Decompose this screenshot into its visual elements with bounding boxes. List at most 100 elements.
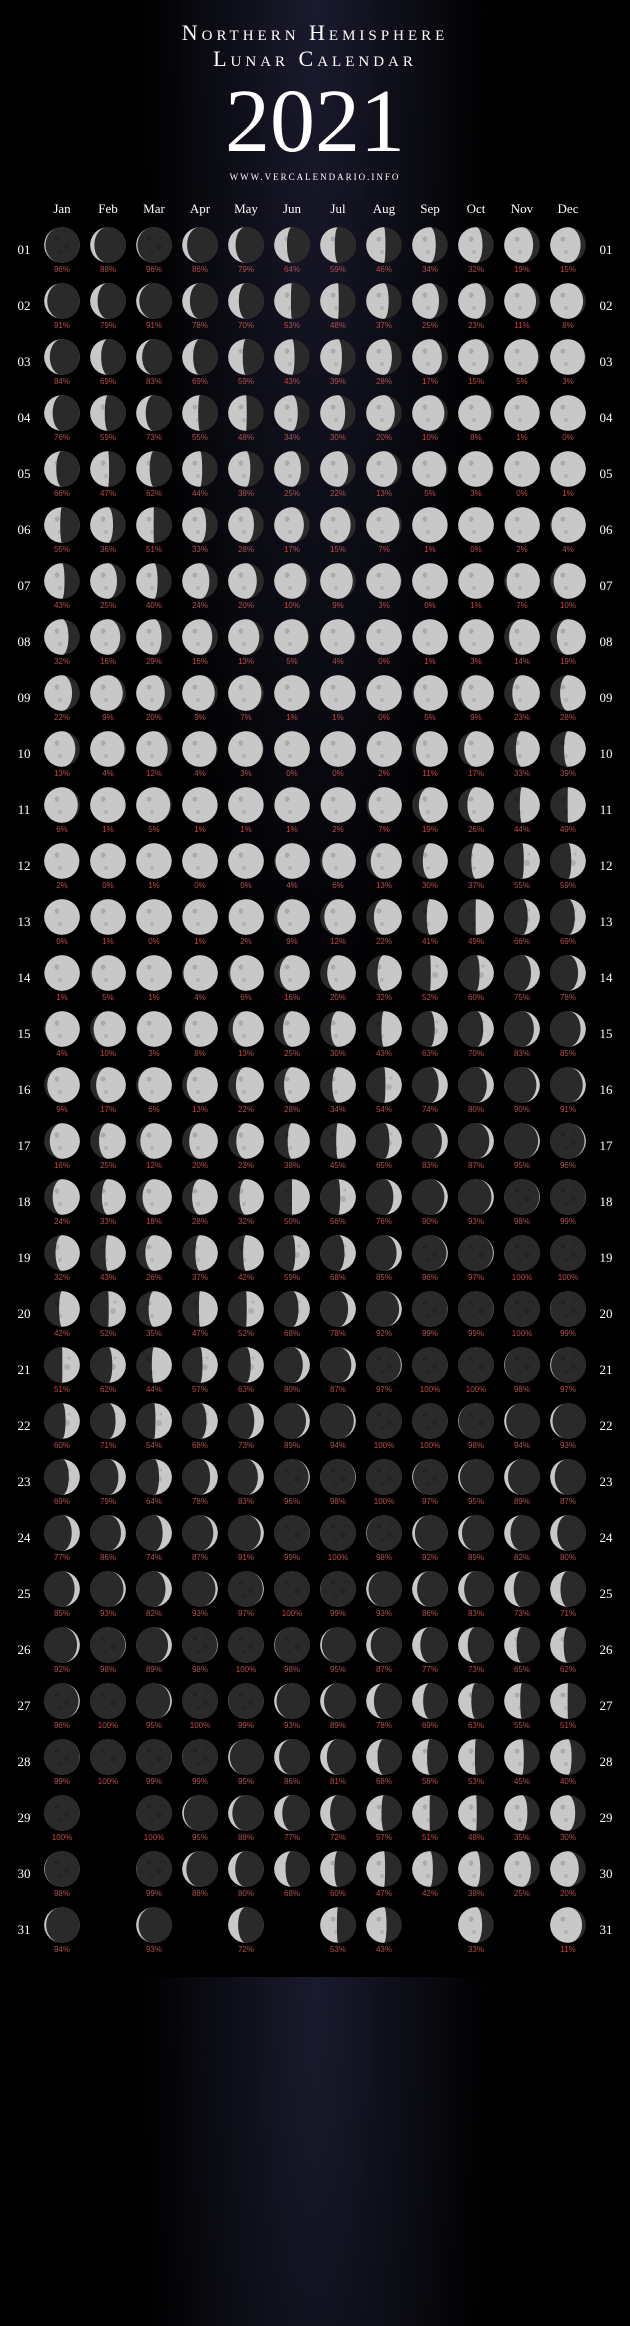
illumination-pct: 6%: [240, 993, 252, 1002]
illumination-pct: 100%: [98, 1721, 118, 1730]
url: WWW.VERCALENDARIO.INFO: [10, 172, 620, 182]
illumination-pct: 13%: [192, 1105, 208, 1114]
moon-phase-icon: [504, 1067, 540, 1103]
day-label-right-13: 13: [592, 895, 620, 949]
moon-cell-01-oct: 32%: [454, 223, 498, 277]
moon-cell-06-aug: 7%: [362, 503, 406, 557]
moon-cell-23-nov: 89%: [500, 1455, 544, 1509]
moon-phase-icon: [412, 563, 448, 599]
moon-cell-26-oct: 73%: [454, 1623, 498, 1677]
illumination-pct: 99%: [284, 1553, 300, 1562]
moon-cell-18-aug: 76%: [362, 1175, 406, 1229]
illumination-pct: 85%: [560, 1049, 576, 1058]
illumination-pct: 96%: [146, 265, 162, 274]
moon-cell-01-aug: 46%: [362, 223, 406, 277]
moon-cell-02-aug: 37%: [362, 279, 406, 333]
moon-phase-icon: [136, 1683, 172, 1719]
illumination-pct: 66%: [514, 937, 530, 946]
illumination-pct: 57%: [192, 1385, 208, 1394]
moon-cell-20-feb: 52%: [86, 1287, 130, 1341]
moon-phase-icon: [412, 1739, 448, 1775]
moon-cell-02-apr: 78%: [178, 279, 222, 333]
illumination-pct: 86%: [100, 1553, 116, 1562]
illumination-pct: 23%: [514, 713, 530, 722]
illumination-pct: 11%: [422, 769, 437, 778]
illumination-pct: 68%: [330, 1273, 346, 1282]
moon-cell-19-aug: 85%: [362, 1231, 406, 1285]
illumination-pct: 22%: [238, 1105, 254, 1114]
moon-cell-01-nov: 19%: [500, 223, 544, 277]
illumination-pct: 5%: [286, 657, 298, 666]
moon-cell-24-mar: 74%: [132, 1511, 176, 1565]
moon-cell-27-dec: 51%: [546, 1679, 590, 1733]
moon-phase-icon: [458, 1347, 494, 1383]
moon-phase-icon: [182, 1739, 218, 1775]
illumination-pct: 40%: [560, 1777, 576, 1786]
illumination-pct: 95%: [192, 1833, 208, 1842]
moon-cell-06-feb: 36%: [86, 503, 130, 557]
moon-phase-icon: [44, 955, 80, 991]
moon-phase-icon: [366, 1515, 402, 1551]
illumination-pct: 74%: [146, 1553, 162, 1562]
illumination-pct: 46%: [376, 265, 392, 274]
illumination-pct: 30%: [422, 881, 438, 890]
illumination-pct: 56%: [330, 1217, 346, 1226]
illumination-pct: 77%: [422, 1665, 438, 1674]
illumination-pct: 13%: [238, 657, 254, 666]
moon-phase-icon: [136, 1011, 172, 1047]
moon-phase-icon: [136, 1403, 172, 1439]
illumination-pct: 10%: [560, 601, 576, 610]
moon-cell-03-jun: 43%: [270, 335, 314, 389]
moon-phase-icon: [182, 1795, 218, 1831]
moon-phase-icon: [90, 1123, 126, 1159]
moon-phase-icon: [90, 507, 126, 543]
moon-phase-icon: [366, 227, 402, 263]
moon-phase-icon: [458, 1179, 494, 1215]
illumination-pct: 33%: [100, 1217, 116, 1226]
illumination-pct: 95%: [468, 1497, 484, 1506]
illumination-pct: 5%: [424, 489, 436, 498]
month-header-feb: Feb: [86, 197, 130, 221]
illumination-pct: 65%: [376, 1161, 392, 1170]
illumination-pct: 72%: [330, 1833, 346, 1842]
moon-phase-icon: [412, 451, 448, 487]
illumination-pct: 10%: [100, 1049, 116, 1058]
moon-cell-07-oct: 1%: [454, 559, 498, 613]
moon-phase-icon: [44, 1739, 80, 1775]
illumination-pct: 92%: [422, 1553, 438, 1562]
moon-phase-icon: [320, 451, 356, 487]
moon-cell-22-jun: 89%: [270, 1399, 314, 1453]
moon-cell-27-apr: 100%: [178, 1679, 222, 1733]
illumination-pct: 59%: [330, 265, 346, 274]
illumination-pct: 1%: [240, 825, 252, 834]
day-label-left-02: 02: [10, 279, 38, 333]
moon-phase-icon: [136, 395, 172, 431]
moon-phase-icon: [274, 507, 310, 543]
month-header-nov: Nov: [500, 197, 544, 221]
moon-phase-icon: [182, 451, 218, 487]
moon-cell-27-jan: 96%: [40, 1679, 84, 1733]
illumination-pct: 76%: [54, 433, 70, 442]
moon-cell-30-jan: 98%: [40, 1847, 84, 1901]
illumination-pct: 100%: [558, 1273, 578, 1282]
moon-phase-icon: [320, 843, 356, 879]
moon-cell-19-may: 42%: [224, 1231, 268, 1285]
illumination-pct: 15%: [560, 265, 576, 274]
moon-phase-icon: [90, 1739, 126, 1775]
illumination-pct: 98%: [284, 1665, 300, 1674]
illumination-pct: 78%: [376, 1721, 392, 1730]
day-label-left-16: 16: [10, 1063, 38, 1117]
moon-cell-02-jul: 48%: [316, 279, 360, 333]
day-label-right-30: 30: [592, 1847, 620, 1901]
moon-phase-icon: [90, 843, 126, 879]
illumination-pct: 25%: [100, 601, 116, 610]
title-line-2: Lunar Calendar: [10, 46, 620, 72]
moon-phase-icon: [320, 1795, 356, 1831]
illumination-pct: 0%: [148, 937, 160, 946]
illumination-pct: 89%: [514, 1497, 530, 1506]
illumination-pct: 13%: [238, 1049, 254, 1058]
moon-phase-icon: [182, 731, 218, 767]
moon-cell-06-sep: 1%: [408, 503, 452, 557]
illumination-pct: 28%: [238, 545, 254, 554]
illumination-pct: 13%: [54, 769, 70, 778]
